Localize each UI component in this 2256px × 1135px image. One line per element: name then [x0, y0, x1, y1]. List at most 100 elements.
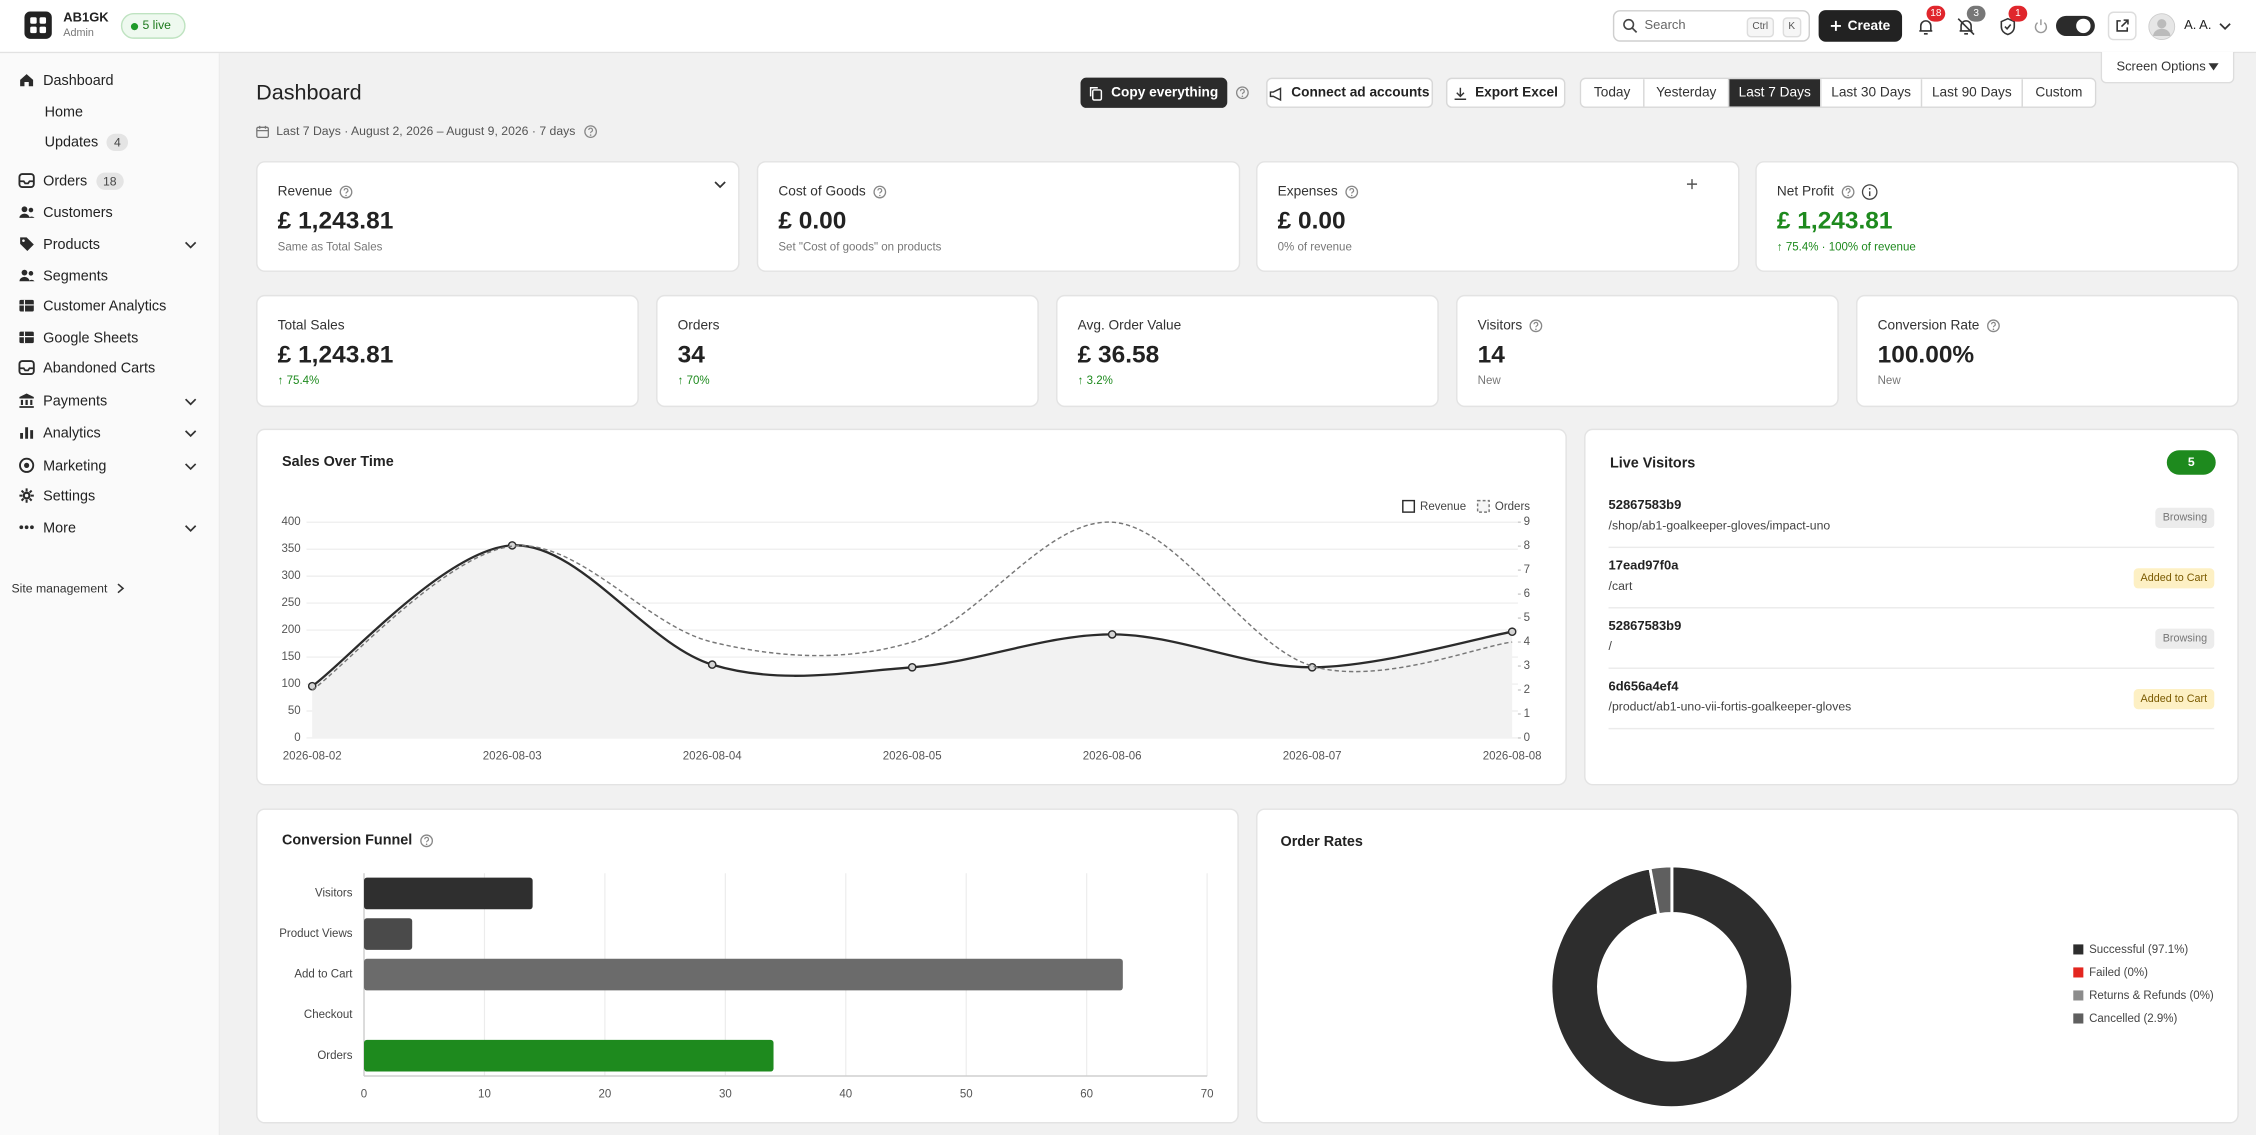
y-tick-label: 50	[288, 705, 301, 717]
nav-label: Marketing	[43, 458, 107, 474]
nav-item[interactable]: Google Sheets	[43, 328, 138, 348]
shortcut-key: Ctrl	[1746, 17, 1774, 38]
section-title: Live Visitors	[1609, 455, 1696, 472]
row-divider	[1608, 727, 2215, 730]
stat-value: £ 36.58	[1077, 340, 1160, 368]
action-button[interactable]: Export Excel	[1445, 77, 1566, 108]
nav-item[interactable]: Analytics	[43, 423, 101, 443]
icon-shape	[343, 188, 349, 194]
nav-item[interactable]: Settings	[43, 486, 95, 506]
icon-shape	[1454, 87, 1467, 100]
icon-shape	[2116, 19, 2129, 32]
nav-icon	[20, 237, 34, 252]
icon-shape	[1990, 321, 1996, 328]
range-tab[interactable]: Last 7 Days	[1727, 79, 1821, 107]
stat-note: ↑ 75.4% · 100% of revenue	[1776, 239, 1916, 253]
range-tab[interactable]: Today	[1581, 79, 1644, 107]
icon-shape	[30, 17, 37, 24]
icon-shape	[184, 430, 197, 438]
y2-tick-label: 2	[1524, 684, 1530, 696]
icon-shape	[339, 185, 353, 199]
nav-item[interactable]: Customer Analytics	[43, 296, 166, 316]
bar	[364, 958, 1123, 991]
icon-shape	[588, 126, 593, 133]
stat-value: £ 1,243.81	[277, 340, 394, 368]
stat-note: Set "Cost of goods" on products	[778, 239, 942, 253]
action-button[interactable]: Connect ad accounts	[1266, 77, 1434, 108]
stat-title: Avg. Order Value	[1077, 317, 1182, 334]
nav-label: Products	[43, 236, 100, 253]
chevron-right	[116, 583, 124, 594]
nav-item[interactable]: More	[43, 518, 76, 538]
nav-item[interactable]: Marketing	[43, 456, 106, 476]
create-button[interactable]: Create	[1818, 10, 1903, 42]
x-tick-label: 0	[361, 1089, 367, 1101]
chart-title: Conversion Funnel	[282, 832, 413, 849]
icon-shape	[1344, 185, 1358, 199]
nav-label: Updates	[44, 134, 99, 151]
legend-label: Failed (0%)	[2089, 967, 2148, 979]
nav-label: Google Sheets	[43, 330, 139, 346]
icon-shape	[256, 125, 269, 132]
icon-shape	[20, 74, 34, 87]
search-box[interactable]	[1612, 10, 1810, 42]
y2-tick-label: 8	[1524, 540, 1530, 552]
icon-shape	[2208, 63, 2219, 71]
stat-value: £ 1,243.81	[277, 206, 394, 234]
range-tab[interactable]: Yesterday	[1643, 79, 1728, 107]
y2-tick-label: 3	[1524, 660, 1530, 672]
stat-title: Revenue	[277, 184, 333, 200]
nav-icon	[19, 457, 35, 473]
point	[907, 662, 917, 672]
label: Admin	[63, 25, 94, 39]
stat-value: £ 0.00	[778, 206, 847, 234]
nav-icon	[19, 269, 35, 282]
icon-shape	[19, 457, 35, 473]
label: Search	[1644, 17, 1686, 32]
category-label: Add to Cart	[294, 969, 353, 981]
nav-label: Settings	[43, 488, 96, 505]
visitor-path: /	[1608, 639, 1612, 654]
nav-icon	[19, 393, 34, 408]
nav-chevron	[184, 241, 197, 249]
icon-shape	[30, 26, 37, 34]
nav-item[interactable]: Customers	[43, 203, 113, 223]
stat-card: Avg. Order Value £ 36.58 ↑ 3.2%	[1056, 294, 1439, 408]
icon-shape	[878, 194, 881, 197]
action-button[interactable]: Copy everything	[1080, 77, 1228, 108]
help-icon	[1529, 319, 1543, 333]
icon-shape	[22, 239, 25, 242]
icon-shape	[19, 299, 34, 312]
icon-shape	[2004, 23, 2012, 30]
nav-item[interactable]: Abandoned Carts	[43, 358, 155, 378]
nav-item[interactable]: Payments	[43, 391, 107, 411]
range-tab[interactable]: Last 90 Days	[1920, 79, 2022, 107]
nav-item[interactable]: Orders 18	[43, 171, 124, 191]
nav-item[interactable]: Segments	[43, 266, 108, 286]
nav-label: Segments	[43, 268, 108, 285]
nav-item[interactable]: Dashboard	[43, 70, 113, 90]
icon-shape	[1831, 20, 1842, 31]
logo-mark	[30, 17, 47, 34]
stat-title-row: Revenue	[278, 184, 353, 200]
icon-shape	[1631, 27, 1638, 33]
icon-shape	[21, 206, 28, 213]
range-tab[interactable]: Last 30 Days	[1820, 79, 1921, 107]
icon-shape	[1623, 18, 1635, 30]
nav-icon	[19, 488, 34, 503]
x-tick-label: 2026-08-08	[1483, 751, 1542, 763]
nav-item[interactable]: Products	[43, 234, 100, 254]
visitor-path: /cart	[1608, 578, 1633, 594]
nav-label: More	[43, 520, 76, 536]
y2-tick-label: 6	[1524, 588, 1530, 600]
range-tab[interactable]: Custom	[2021, 79, 2095, 107]
site-management-link[interactable]: Site management	[12, 581, 125, 596]
nav-item[interactable]: Updates 4	[44, 132, 129, 152]
nav-item[interactable]: Home	[45, 102, 83, 122]
icon-shape	[39, 17, 47, 24]
action-label: Export Excel	[1475, 84, 1558, 101]
stat-note: ↑ 75.4%	[277, 373, 320, 387]
nav-icon	[20, 427, 34, 439]
